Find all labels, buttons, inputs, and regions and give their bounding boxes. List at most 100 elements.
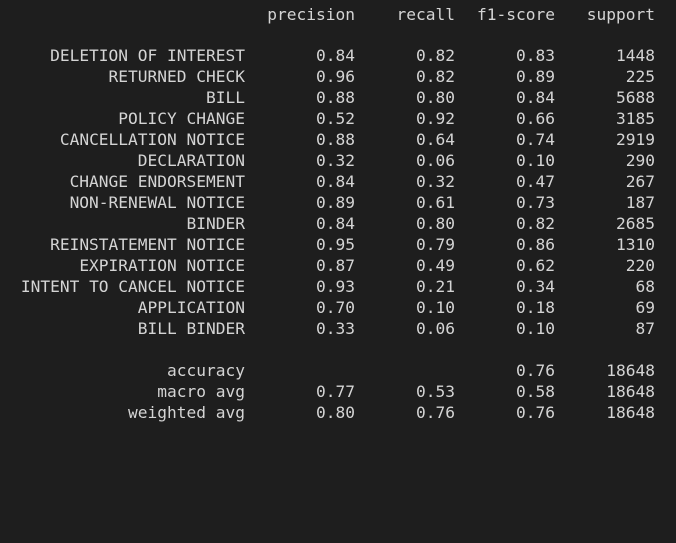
summary-label: weighted avg	[128, 403, 245, 422]
report-row: POLICY CHANGE 0.52 0.92 0.66 3185	[0, 109, 676, 129]
summary-f1-score: 0.76	[516, 361, 555, 380]
summary-f1-score: 0.58	[516, 382, 555, 401]
summary-f1-score: 0.76	[516, 403, 555, 422]
row-label: BINDER	[186, 214, 245, 233]
row-label: CHANGE ENDORSEMENT	[69, 172, 245, 191]
row-label: CANCELLATION NOTICE	[59, 130, 245, 149]
row-precision: 0.84	[316, 172, 355, 191]
row-label: DELETION OF INTEREST	[50, 46, 245, 65]
report-row: BINDER 0.84 0.80 0.82 2685	[0, 214, 676, 234]
row-f1-score: 0.73	[516, 193, 555, 212]
row-f1-score: 0.34	[516, 277, 555, 296]
row-label: DECLARATION	[137, 151, 245, 170]
row-recall: 0.49	[416, 256, 455, 275]
row-precision: 0.33	[316, 319, 355, 338]
summary-precision: 0.77	[316, 382, 355, 401]
header-f1-score: f1-score	[477, 5, 555, 24]
summary-label: macro avg	[157, 382, 245, 401]
row-f1-score: 0.83	[516, 46, 555, 65]
summary-row-macro-avg: macro avg 0.77 0.53 0.58 18648	[0, 382, 676, 402]
row-support: 2919	[616, 130, 655, 149]
row-precision: 0.89	[316, 193, 355, 212]
row-support: 68	[635, 277, 656, 296]
row-support: 3185	[616, 109, 655, 128]
row-f1-score: 0.82	[516, 214, 555, 233]
row-precision: 0.52	[316, 109, 355, 128]
row-label: POLICY CHANGE	[118, 109, 245, 128]
row-recall: 0.06	[416, 151, 455, 170]
summary-recall: 0.53	[416, 382, 455, 401]
report-row: RETURNED CHECK 0.96 0.82 0.89 225	[0, 67, 676, 87]
row-support: 187	[625, 193, 655, 212]
row-precision: 0.88	[316, 88, 355, 107]
report-row: BILL 0.88 0.80 0.84 5688	[0, 88, 676, 108]
row-f1-score: 0.10	[516, 319, 555, 338]
row-support: 87	[635, 319, 656, 338]
row-support: 69	[635, 298, 656, 317]
report-row: CHANGE ENDORSEMENT 0.84 0.32 0.47 267	[0, 172, 676, 192]
header-recall: recall	[396, 5, 455, 24]
report-row: REINSTATEMENT NOTICE 0.95 0.79 0.86 1310	[0, 235, 676, 255]
row-recall: 0.80	[416, 88, 455, 107]
row-recall: 0.80	[416, 214, 455, 233]
header-support: support	[586, 5, 655, 24]
row-precision: 0.96	[316, 67, 355, 86]
row-recall: 0.64	[416, 130, 455, 149]
report-row: CANCELLATION NOTICE 0.88 0.64 0.74 2919	[0, 130, 676, 150]
row-precision: 0.84	[316, 214, 355, 233]
row-recall: 0.82	[416, 46, 455, 65]
row-support: 290	[625, 151, 655, 170]
row-support: 2685	[616, 214, 655, 233]
row-label: APPLICATION	[137, 298, 245, 317]
row-recall: 0.21	[416, 277, 455, 296]
row-recall: 0.82	[416, 67, 455, 86]
row-recall: 0.79	[416, 235, 455, 254]
report-row: DECLARATION 0.32 0.06 0.10 290	[0, 151, 676, 171]
row-label: BILL	[206, 88, 245, 107]
row-label: RETURNED CHECK	[108, 67, 245, 86]
row-label: EXPIRATION NOTICE	[79, 256, 245, 275]
report-header-row: precision recall f1-score support	[0, 5, 676, 25]
summary-support: 18648	[606, 403, 655, 422]
row-precision: 0.88	[316, 130, 355, 149]
terminal-output: precision recall f1-score support DELETI…	[0, 5, 676, 423]
report-row: INTENT TO CANCEL NOTICE 0.93 0.21 0.34 6…	[0, 277, 676, 297]
row-f1-score: 0.89	[516, 67, 555, 86]
row-support: 1448	[616, 46, 655, 65]
row-precision: 0.32	[316, 151, 355, 170]
row-recall: 0.92	[416, 109, 455, 128]
row-label: NON-RENEWAL NOTICE	[69, 193, 245, 212]
summary-precision: 0.80	[316, 403, 355, 422]
row-precision: 0.95	[316, 235, 355, 254]
row-precision: 0.93	[316, 277, 355, 296]
row-recall: 0.61	[416, 193, 455, 212]
row-f1-score: 0.10	[516, 151, 555, 170]
report-row: BILL BINDER 0.33 0.06 0.10 87	[0, 319, 676, 339]
row-recall: 0.10	[416, 298, 455, 317]
summary-support: 18648	[606, 361, 655, 380]
row-label: INTENT TO CANCEL NOTICE	[20, 277, 245, 296]
summary-row-weighted-avg: weighted avg 0.80 0.76 0.76 18648	[0, 403, 676, 423]
report-row: APPLICATION 0.70 0.10 0.18 69	[0, 298, 676, 318]
summary-recall: 0.76	[416, 403, 455, 422]
row-f1-score: 0.84	[516, 88, 555, 107]
row-precision: 0.87	[316, 256, 355, 275]
row-f1-score: 0.86	[516, 235, 555, 254]
row-f1-score: 0.18	[516, 298, 555, 317]
row-support: 220	[625, 256, 655, 275]
row-precision: 0.84	[316, 46, 355, 65]
row-support: 267	[625, 172, 655, 191]
row-support: 5688	[616, 88, 655, 107]
row-label: BILL BINDER	[137, 319, 245, 338]
summary-label: accuracy	[167, 361, 245, 380]
row-support: 1310	[616, 235, 655, 254]
report-row: NON-RENEWAL NOTICE 0.89 0.61 0.73 187	[0, 193, 676, 213]
row-f1-score: 0.62	[516, 256, 555, 275]
row-label: REINSTATEMENT NOTICE	[50, 235, 245, 254]
row-f1-score: 0.47	[516, 172, 555, 191]
row-recall: 0.06	[416, 319, 455, 338]
row-precision: 0.70	[316, 298, 355, 317]
row-recall: 0.32	[416, 172, 455, 191]
row-support: 225	[625, 67, 655, 86]
summary-support: 18648	[606, 382, 655, 401]
